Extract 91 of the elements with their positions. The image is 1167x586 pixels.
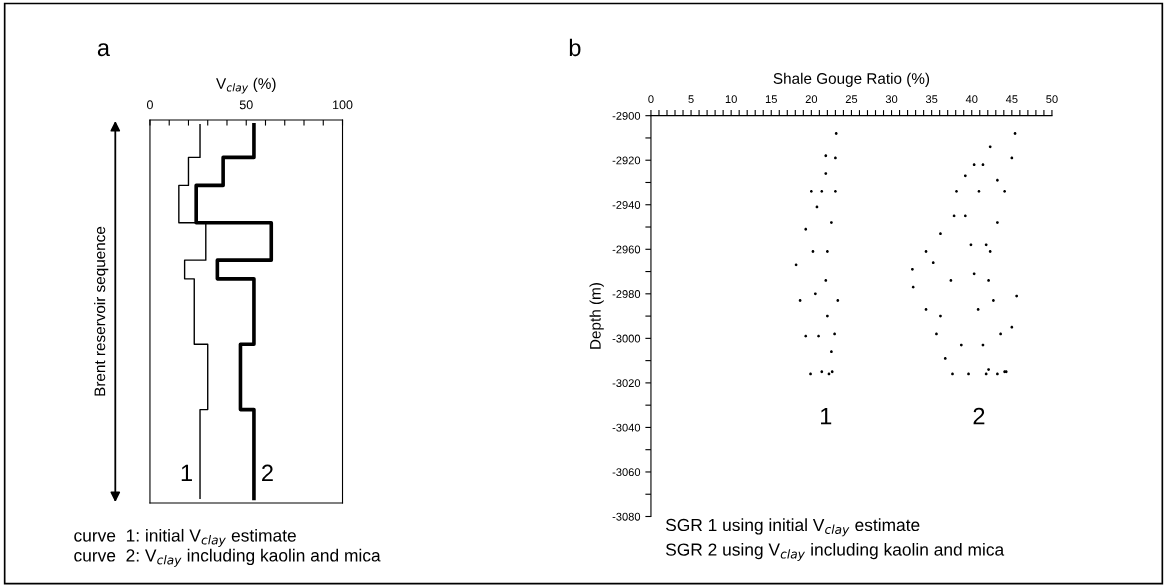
- point: [820, 190, 824, 193]
- point: [955, 190, 958, 193]
- point: [967, 372, 970, 376]
- point: [939, 314, 942, 318]
- point: [1010, 325, 1014, 329]
- point: [1015, 294, 1019, 298]
- x-tick-label: 20: [805, 95, 818, 104]
- point: [824, 154, 828, 158]
- series-label: 1: [821, 407, 832, 425]
- point: [987, 279, 990, 282]
- series-label: 1: [181, 464, 192, 482]
- point: [809, 190, 813, 193]
- point: [830, 350, 833, 354]
- x-tick-label: 15: [765, 95, 777, 104]
- x-tick-label: 45: [1005, 95, 1018, 104]
- y-tick-label: -2920: [612, 156, 641, 165]
- y-axis-title: Depth (m): [589, 283, 604, 349]
- point: [824, 279, 828, 282]
- y-tick-label: -3040: [612, 423, 641, 432]
- point: [924, 308, 928, 311]
- x-tick-label: 0: [648, 95, 654, 104]
- y-tick-label: -3060: [612, 468, 641, 477]
- point: [939, 232, 942, 236]
- point: [935, 332, 938, 336]
- point: [931, 261, 935, 265]
- y-tick-label: -3080: [612, 512, 641, 521]
- point: [809, 372, 812, 376]
- point: [949, 279, 953, 282]
- text: SGR 2 using V$_{clay}$ including kaolin and mica: [665, 542, 1005, 561]
- point: [834, 190, 837, 193]
- point: [999, 332, 1002, 336]
- x-tick-label: 50: [239, 100, 253, 110]
- point: [833, 332, 836, 336]
- point: [987, 368, 990, 371]
- point: [836, 299, 840, 302]
- point: [992, 299, 995, 302]
- y-axis-title: Brent reservoir sequence: [94, 226, 109, 396]
- point: [943, 357, 947, 360]
- point: [817, 334, 820, 338]
- point: [963, 174, 967, 178]
- point: [804, 227, 808, 231]
- point: [996, 221, 999, 224]
- point: [820, 370, 824, 374]
- x-tick-label: 30: [885, 95, 898, 104]
- y-tick-label: -3020: [612, 379, 641, 388]
- x-tick-label: 35: [925, 95, 938, 104]
- y-tick-label: -2960: [612, 245, 641, 254]
- point: [988, 250, 992, 253]
- point: [824, 172, 828, 175]
- chart-title: b: [569, 38, 581, 57]
- x-axis-title: V$_{clay}$ (%): [216, 77, 276, 94]
- y-tick-label: -2900: [612, 111, 641, 120]
- point: [981, 163, 985, 167]
- x-tick-label: 40: [965, 95, 978, 104]
- point: [1003, 190, 1007, 193]
- point: [976, 308, 980, 311]
- point: [834, 156, 837, 160]
- point: [1013, 132, 1017, 135]
- point: [834, 132, 838, 135]
- point: [911, 267, 914, 271]
- x-tick-label: 10: [725, 95, 737, 104]
- point: [811, 250, 815, 253]
- point: [996, 178, 999, 182]
- point: [972, 163, 976, 167]
- point: [963, 214, 967, 218]
- point: [830, 221, 833, 224]
- point: [951, 372, 954, 376]
- text: curve 1: initial V$_{clay}$ estimate: [74, 528, 296, 547]
- point: [826, 314, 829, 318]
- point: [798, 299, 802, 302]
- x-tick-label: 5: [688, 95, 694, 104]
- series-label: 2: [973, 407, 985, 425]
- x-tick-label: 100: [333, 100, 353, 110]
- x-tick-label: 0: [146, 100, 153, 110]
- point: [996, 372, 999, 376]
- y-tick-label: -3000: [612, 334, 641, 343]
- x-tick-label: 50: [1046, 95, 1058, 104]
- point: [924, 250, 928, 253]
- point: [826, 250, 829, 253]
- point: [804, 334, 808, 338]
- y-tick-label: -2980: [612, 290, 641, 298]
- y-tick-label: -2940: [612, 201, 641, 209]
- text: SGR 1 using initial V$_{clay}$ estimate: [665, 518, 920, 537]
- point: [959, 343, 963, 347]
- series-label: 2: [262, 464, 273, 482]
- x-axis-title: Shale Gouge Ratio (%): [773, 72, 930, 87]
- x-tick-label: 25: [845, 95, 858, 104]
- point: [813, 292, 817, 296]
- point: [977, 190, 981, 193]
- chart-title: a: [97, 43, 110, 57]
- text: curve 2: V$_{clay}$ including kaolin and mica: [74, 548, 381, 567]
